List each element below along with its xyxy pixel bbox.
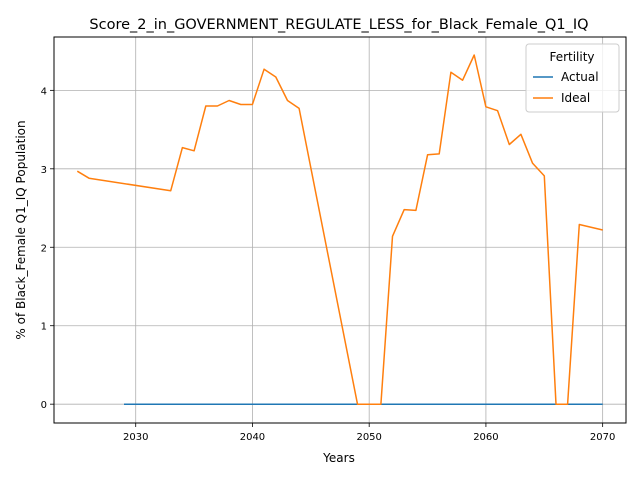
legend-label-actual: Actual — [561, 70, 599, 84]
series-line-ideal — [76, 54, 603, 405]
y-tick-label: 1 — [41, 322, 47, 333]
x-axis-label: Years — [322, 451, 355, 465]
x-tick-label: 2060 — [473, 432, 498, 443]
y-tick-label: 2 — [41, 243, 47, 254]
y-axis: 0 1 2 3 4 — [41, 86, 54, 411]
legend-box — [525, 43, 620, 113]
legend-title: Fertility — [549, 50, 594, 64]
chart-title: Score_2_in_GOVERNMENT_REGULATE_LESS_for_… — [89, 17, 588, 33]
x-tick-label: 2050 — [356, 432, 381, 443]
series-lines — [76, 54, 603, 405]
x-tick-label: 2030 — [123, 432, 148, 443]
x-axis: 2030 2040 2050 2060 2070 — [123, 423, 615, 443]
plot-frame — [53, 36, 627, 424]
y-tick-label: 4 — [41, 86, 47, 97]
y-axis-label: % of Black_Female Q1_IQ Population — [14, 120, 28, 339]
y-tick-label: 0 — [41, 400, 47, 411]
legend: Fertility Actual Ideal — [525, 43, 620, 113]
legend-label-ideal: Ideal — [561, 91, 590, 105]
x-tick-label: 2040 — [240, 432, 265, 443]
y-tick-label: 3 — [41, 165, 47, 176]
x-tick-label: 2070 — [590, 432, 615, 443]
